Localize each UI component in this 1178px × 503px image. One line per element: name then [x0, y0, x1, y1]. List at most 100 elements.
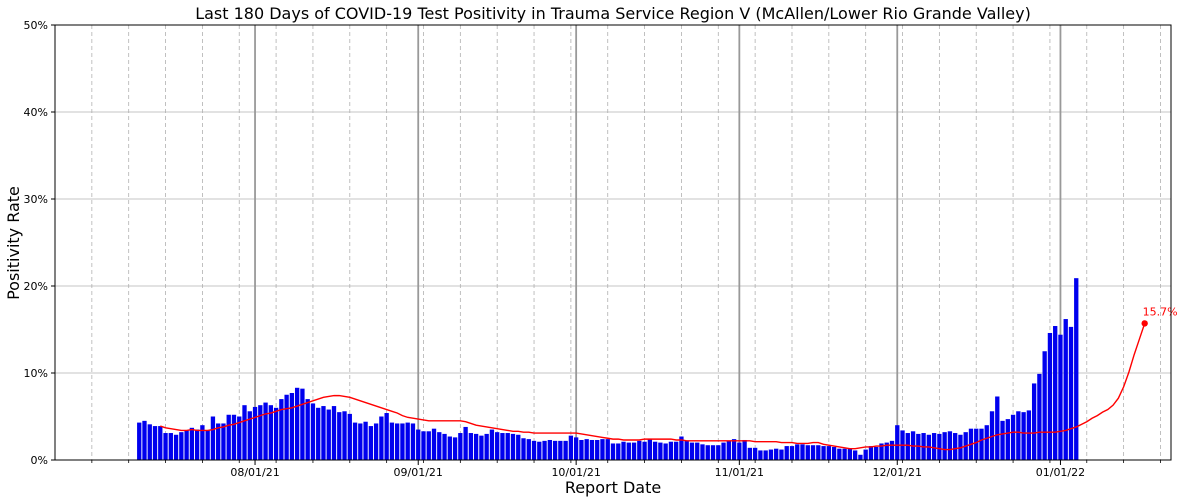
bar — [147, 424, 152, 460]
bar — [358, 423, 363, 460]
bar — [205, 430, 210, 460]
bar — [789, 446, 795, 460]
bar — [947, 431, 953, 460]
bar — [663, 443, 668, 460]
bar — [321, 406, 326, 460]
bar — [342, 411, 347, 460]
bar — [379, 416, 384, 460]
bar — [805, 445, 810, 460]
bar — [347, 413, 352, 460]
bar — [363, 421, 368, 460]
bar — [558, 440, 563, 460]
bar — [626, 442, 631, 460]
bar — [268, 405, 273, 460]
bar — [542, 440, 547, 460]
bar — [731, 439, 737, 460]
x-tick-label: 10/01/21 — [551, 466, 600, 479]
bar — [216, 423, 221, 460]
bar — [152, 426, 158, 460]
y-tick-label: 20% — [24, 280, 48, 293]
bar — [1000, 420, 1005, 460]
bar — [747, 447, 753, 460]
plot-frame — [54, 24, 1172, 461]
bar — [737, 442, 742, 460]
x-tick-label: 11/01/21 — [715, 466, 764, 479]
bar — [352, 422, 358, 460]
bar — [416, 429, 421, 460]
bar — [858, 454, 863, 460]
bar — [768, 449, 774, 460]
bar — [863, 449, 868, 460]
bar — [473, 433, 479, 460]
bar — [642, 441, 647, 460]
bar — [847, 448, 853, 460]
bar — [479, 435, 484, 460]
bar — [974, 428, 979, 460]
bar — [631, 442, 637, 460]
bar — [226, 414, 231, 460]
bar — [905, 433, 910, 460]
bar — [258, 405, 263, 460]
bar — [995, 396, 1000, 460]
bar — [605, 439, 610, 460]
bar — [137, 422, 142, 460]
y-tick-label: 30% — [24, 193, 48, 206]
bar — [1016, 411, 1021, 460]
bar — [389, 422, 395, 460]
bar — [294, 387, 300, 460]
bar — [489, 429, 495, 460]
bar — [600, 439, 605, 460]
bar — [210, 416, 216, 460]
bar — [1058, 334, 1063, 460]
rolling-average-line — [160, 323, 1146, 451]
bar — [716, 445, 721, 460]
bar — [516, 434, 521, 460]
bar — [710, 445, 716, 460]
bar — [384, 413, 389, 460]
bar — [700, 444, 705, 460]
bar — [647, 439, 653, 460]
bar — [326, 409, 331, 460]
bar — [1031, 383, 1037, 460]
bar — [463, 426, 468, 460]
bar — [758, 450, 763, 460]
bar — [616, 443, 621, 460]
bar — [447, 436, 452, 460]
bar — [189, 427, 195, 460]
y-tick-label: 50% — [24, 19, 48, 32]
bar — [637, 440, 642, 460]
bar — [779, 449, 784, 460]
bar — [826, 446, 831, 460]
bar — [173, 434, 179, 460]
bar — [568, 435, 574, 460]
bar — [879, 443, 884, 460]
bar — [874, 446, 879, 460]
bar — [989, 411, 995, 460]
bar — [984, 425, 989, 460]
bar — [437, 432, 442, 460]
bar — [484, 433, 489, 460]
bar — [1063, 319, 1068, 460]
bar — [289, 393, 295, 460]
bar — [689, 442, 695, 460]
bar — [695, 442, 700, 460]
bar — [500, 433, 505, 460]
bar — [495, 432, 500, 460]
bar — [442, 433, 447, 460]
last-point-marker — [1141, 320, 1148, 327]
bar — [1042, 351, 1047, 460]
bar — [1026, 410, 1032, 460]
y-tick-label: 40% — [24, 106, 48, 119]
bar — [579, 439, 584, 460]
bar — [584, 439, 589, 460]
bar — [237, 416, 242, 460]
bar — [674, 441, 679, 460]
bar — [179, 432, 184, 460]
bar — [726, 440, 731, 460]
bar — [831, 446, 837, 460]
bar — [221, 423, 226, 460]
bar — [800, 444, 805, 460]
bar — [426, 431, 431, 460]
bar — [1005, 419, 1010, 460]
